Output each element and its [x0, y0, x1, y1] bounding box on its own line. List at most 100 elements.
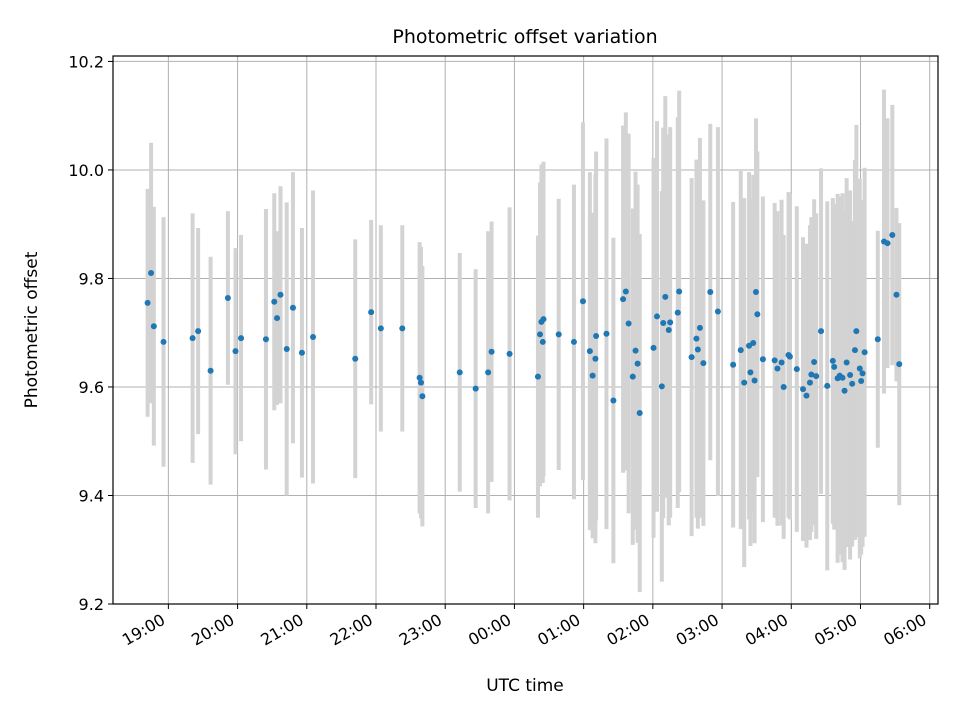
data-point	[579, 298, 586, 305]
y-tick-label: 10.2	[68, 52, 104, 71]
error-bars	[145, 89, 902, 593]
data-point	[750, 340, 757, 347]
data-point	[774, 365, 781, 372]
data-point	[662, 293, 669, 300]
data-point	[399, 325, 406, 332]
data-point	[603, 330, 610, 337]
data-point	[298, 349, 305, 356]
x-tick-label: 20:00	[188, 610, 237, 650]
data-point	[622, 288, 629, 295]
data-point	[859, 370, 866, 377]
data-point	[747, 369, 754, 376]
y-tick-label: 10.0	[68, 161, 104, 180]
data-point	[786, 353, 793, 360]
x-tick-label: 01:00	[534, 610, 583, 650]
y-tick-label: 9.8	[79, 269, 104, 288]
data-point	[150, 323, 157, 330]
data-point	[808, 371, 815, 378]
data-point	[539, 338, 546, 345]
x-axis: 19:00 20:00 21:00 22:00 23:00 00:00 01:00 02:00…	[119, 604, 931, 650]
data-point	[700, 360, 707, 367]
data-point	[232, 348, 239, 355]
data-point	[586, 348, 593, 355]
data-point	[593, 332, 600, 339]
x-tick-label: 21:00	[257, 610, 306, 650]
data-point	[632, 347, 639, 354]
x-tick-label: 03:00	[673, 610, 722, 650]
data-point	[771, 357, 778, 364]
data-point	[534, 373, 541, 380]
data-point	[570, 338, 577, 345]
data-point	[277, 291, 284, 298]
data-point	[751, 377, 758, 384]
x-tick-label: 06:00	[880, 610, 929, 650]
data-point	[289, 304, 296, 311]
data-point	[238, 335, 245, 342]
chart-title: Photometric offset variation	[392, 26, 657, 48]
data-point	[831, 363, 838, 370]
data-point	[620, 296, 627, 303]
data-point	[274, 315, 281, 322]
data-point	[694, 346, 701, 353]
data-point	[634, 360, 641, 367]
y-tick-label: 9.6	[79, 378, 104, 397]
data-point	[144, 299, 151, 306]
data-point	[189, 335, 196, 342]
data-point	[377, 325, 384, 332]
data-point	[853, 328, 860, 335]
y-tick-label: 9.4	[79, 486, 104, 505]
data-point	[417, 379, 424, 386]
data-point	[841, 387, 848, 394]
data-point	[589, 372, 596, 379]
data-point	[688, 354, 695, 361]
x-tick-label: 22:00	[327, 610, 376, 650]
data-point	[506, 350, 513, 357]
plot-frame	[112, 55, 939, 605]
data-point	[636, 410, 643, 417]
data-point	[665, 327, 672, 333]
data-point	[654, 313, 661, 320]
data-point	[485, 369, 492, 376]
data-point	[707, 289, 714, 296]
data-point	[851, 347, 858, 354]
data-point	[714, 308, 721, 315]
data-point	[650, 344, 657, 351]
data-point	[416, 374, 423, 381]
data-point	[368, 309, 375, 316]
data-point	[262, 336, 269, 343]
data-point	[195, 328, 202, 335]
x-tick-label: 00:00	[465, 610, 514, 650]
data-point	[737, 347, 744, 354]
y-axis-label: Photometric offset	[22, 251, 42, 408]
data-point	[674, 309, 681, 316]
data-point	[693, 335, 700, 342]
x-tick-label: 05:00	[811, 610, 860, 650]
data-point	[592, 355, 599, 362]
data-point	[754, 311, 761, 318]
data-point	[752, 289, 759, 296]
x-tick-label: 02:00	[603, 610, 652, 650]
data-point	[456, 369, 463, 376]
data-point	[667, 319, 674, 326]
data-point	[839, 374, 846, 381]
data-point	[537, 331, 544, 338]
y-axis: 9.2 9.4 9.6 9.8 10.0 10.2	[68, 52, 113, 614]
data-point	[283, 345, 290, 352]
data-point	[759, 356, 766, 363]
data-point	[803, 392, 810, 399]
data-point	[889, 232, 896, 239]
data-point	[658, 383, 665, 390]
data-point	[352, 355, 359, 362]
data-point	[874, 336, 881, 343]
y-tick-label: 9.2	[79, 595, 104, 614]
data-point	[843, 359, 850, 366]
data-point	[419, 393, 426, 400]
data-point	[741, 379, 748, 386]
data-point	[813, 373, 820, 380]
data-point	[555, 331, 562, 338]
data-point	[224, 294, 231, 301]
data-point	[861, 349, 868, 356]
data-points	[144, 232, 903, 417]
data-point	[806, 379, 813, 386]
